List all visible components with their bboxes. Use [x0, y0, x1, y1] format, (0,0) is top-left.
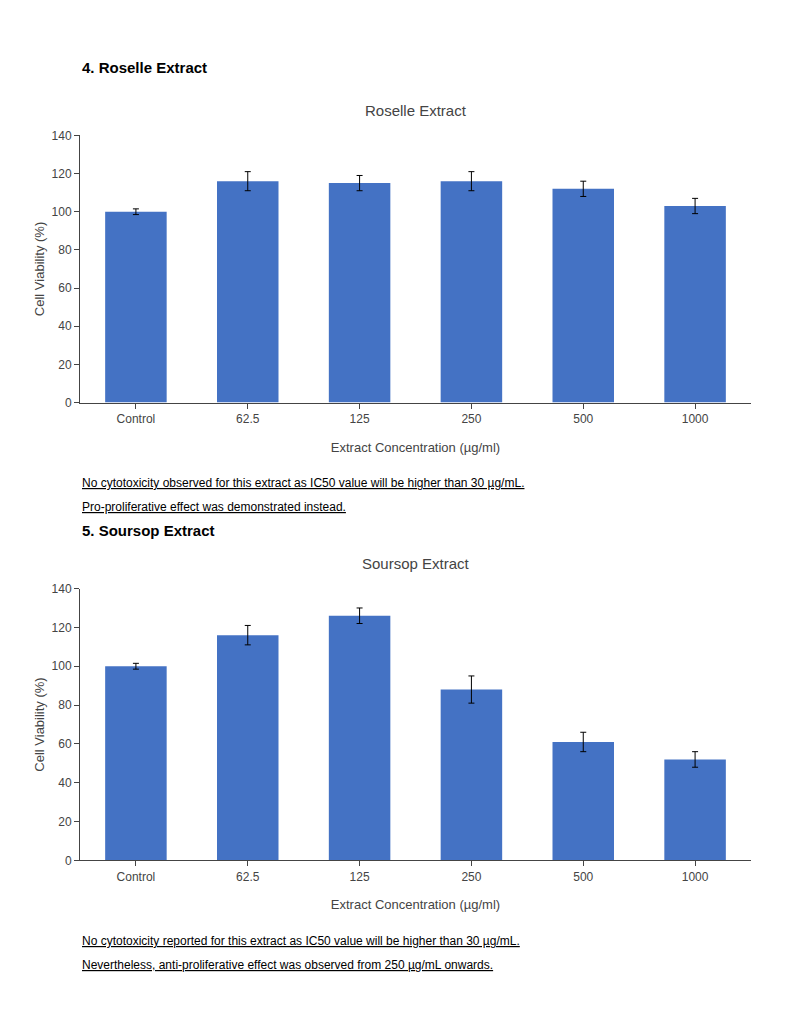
svg-text:250: 250: [461, 870, 481, 884]
svg-text:500: 500: [573, 412, 593, 426]
svg-text:1000: 1000: [682, 870, 709, 884]
svg-text:500: 500: [573, 870, 593, 884]
svg-text:100: 100: [52, 659, 72, 673]
svg-text:Control: Control: [117, 412, 156, 426]
svg-text:140: 140: [52, 582, 72, 596]
svg-text:Extract Concentration (µg/ml): Extract Concentration (µg/ml): [331, 897, 500, 912]
svg-text:Nevertheless, anti-proliferati: Nevertheless, anti-proliferative effect …: [82, 958, 493, 972]
svg-text:62.5: 62.5: [236, 870, 260, 884]
svg-text:Soursop Extract: Soursop Extract: [362, 555, 470, 572]
svg-text:60: 60: [58, 281, 72, 295]
svg-text:100: 100: [52, 205, 72, 219]
svg-text:Cell Viability (%): Cell Viability (%): [32, 222, 47, 316]
svg-text:4. Roselle Extract: 4. Roselle Extract: [82, 59, 207, 76]
svg-text:40: 40: [58, 776, 72, 790]
svg-text:40: 40: [58, 319, 72, 333]
svg-text:120: 120: [52, 621, 72, 635]
svg-text:125: 125: [350, 412, 370, 426]
svg-text:80: 80: [58, 243, 72, 257]
svg-text:No cytotoxicity reported for t: No cytotoxicity reported for this extrac…: [82, 934, 520, 948]
svg-text:Control: Control: [117, 870, 156, 884]
svg-text:125: 125: [350, 870, 370, 884]
svg-text:250: 250: [461, 412, 481, 426]
svg-text:Extract Concentration (µg/ml): Extract Concentration (µg/ml): [331, 440, 500, 455]
svg-text:120: 120: [52, 167, 72, 181]
svg-text:62.5: 62.5: [236, 412, 260, 426]
svg-text:20: 20: [58, 358, 72, 372]
svg-text:1000: 1000: [682, 412, 709, 426]
svg-text:5. Soursop Extract: 5. Soursop Extract: [82, 522, 215, 539]
svg-text:60: 60: [58, 737, 72, 751]
svg-text:Roselle Extract: Roselle Extract: [365, 102, 467, 119]
svg-text:Pro-proliferative effect was d: Pro-proliferative effect was demonstrate…: [82, 500, 346, 514]
svg-text:20: 20: [58, 815, 72, 829]
svg-text:No cytotoxicity observed for t: No cytotoxicity observed for this extrac…: [82, 476, 524, 490]
svg-text:0: 0: [65, 854, 72, 868]
svg-text:80: 80: [58, 698, 72, 712]
svg-text:140: 140: [52, 129, 72, 143]
svg-text:Cell Viability (%): Cell Viability (%): [32, 677, 47, 771]
svg-text:0: 0: [65, 396, 72, 410]
